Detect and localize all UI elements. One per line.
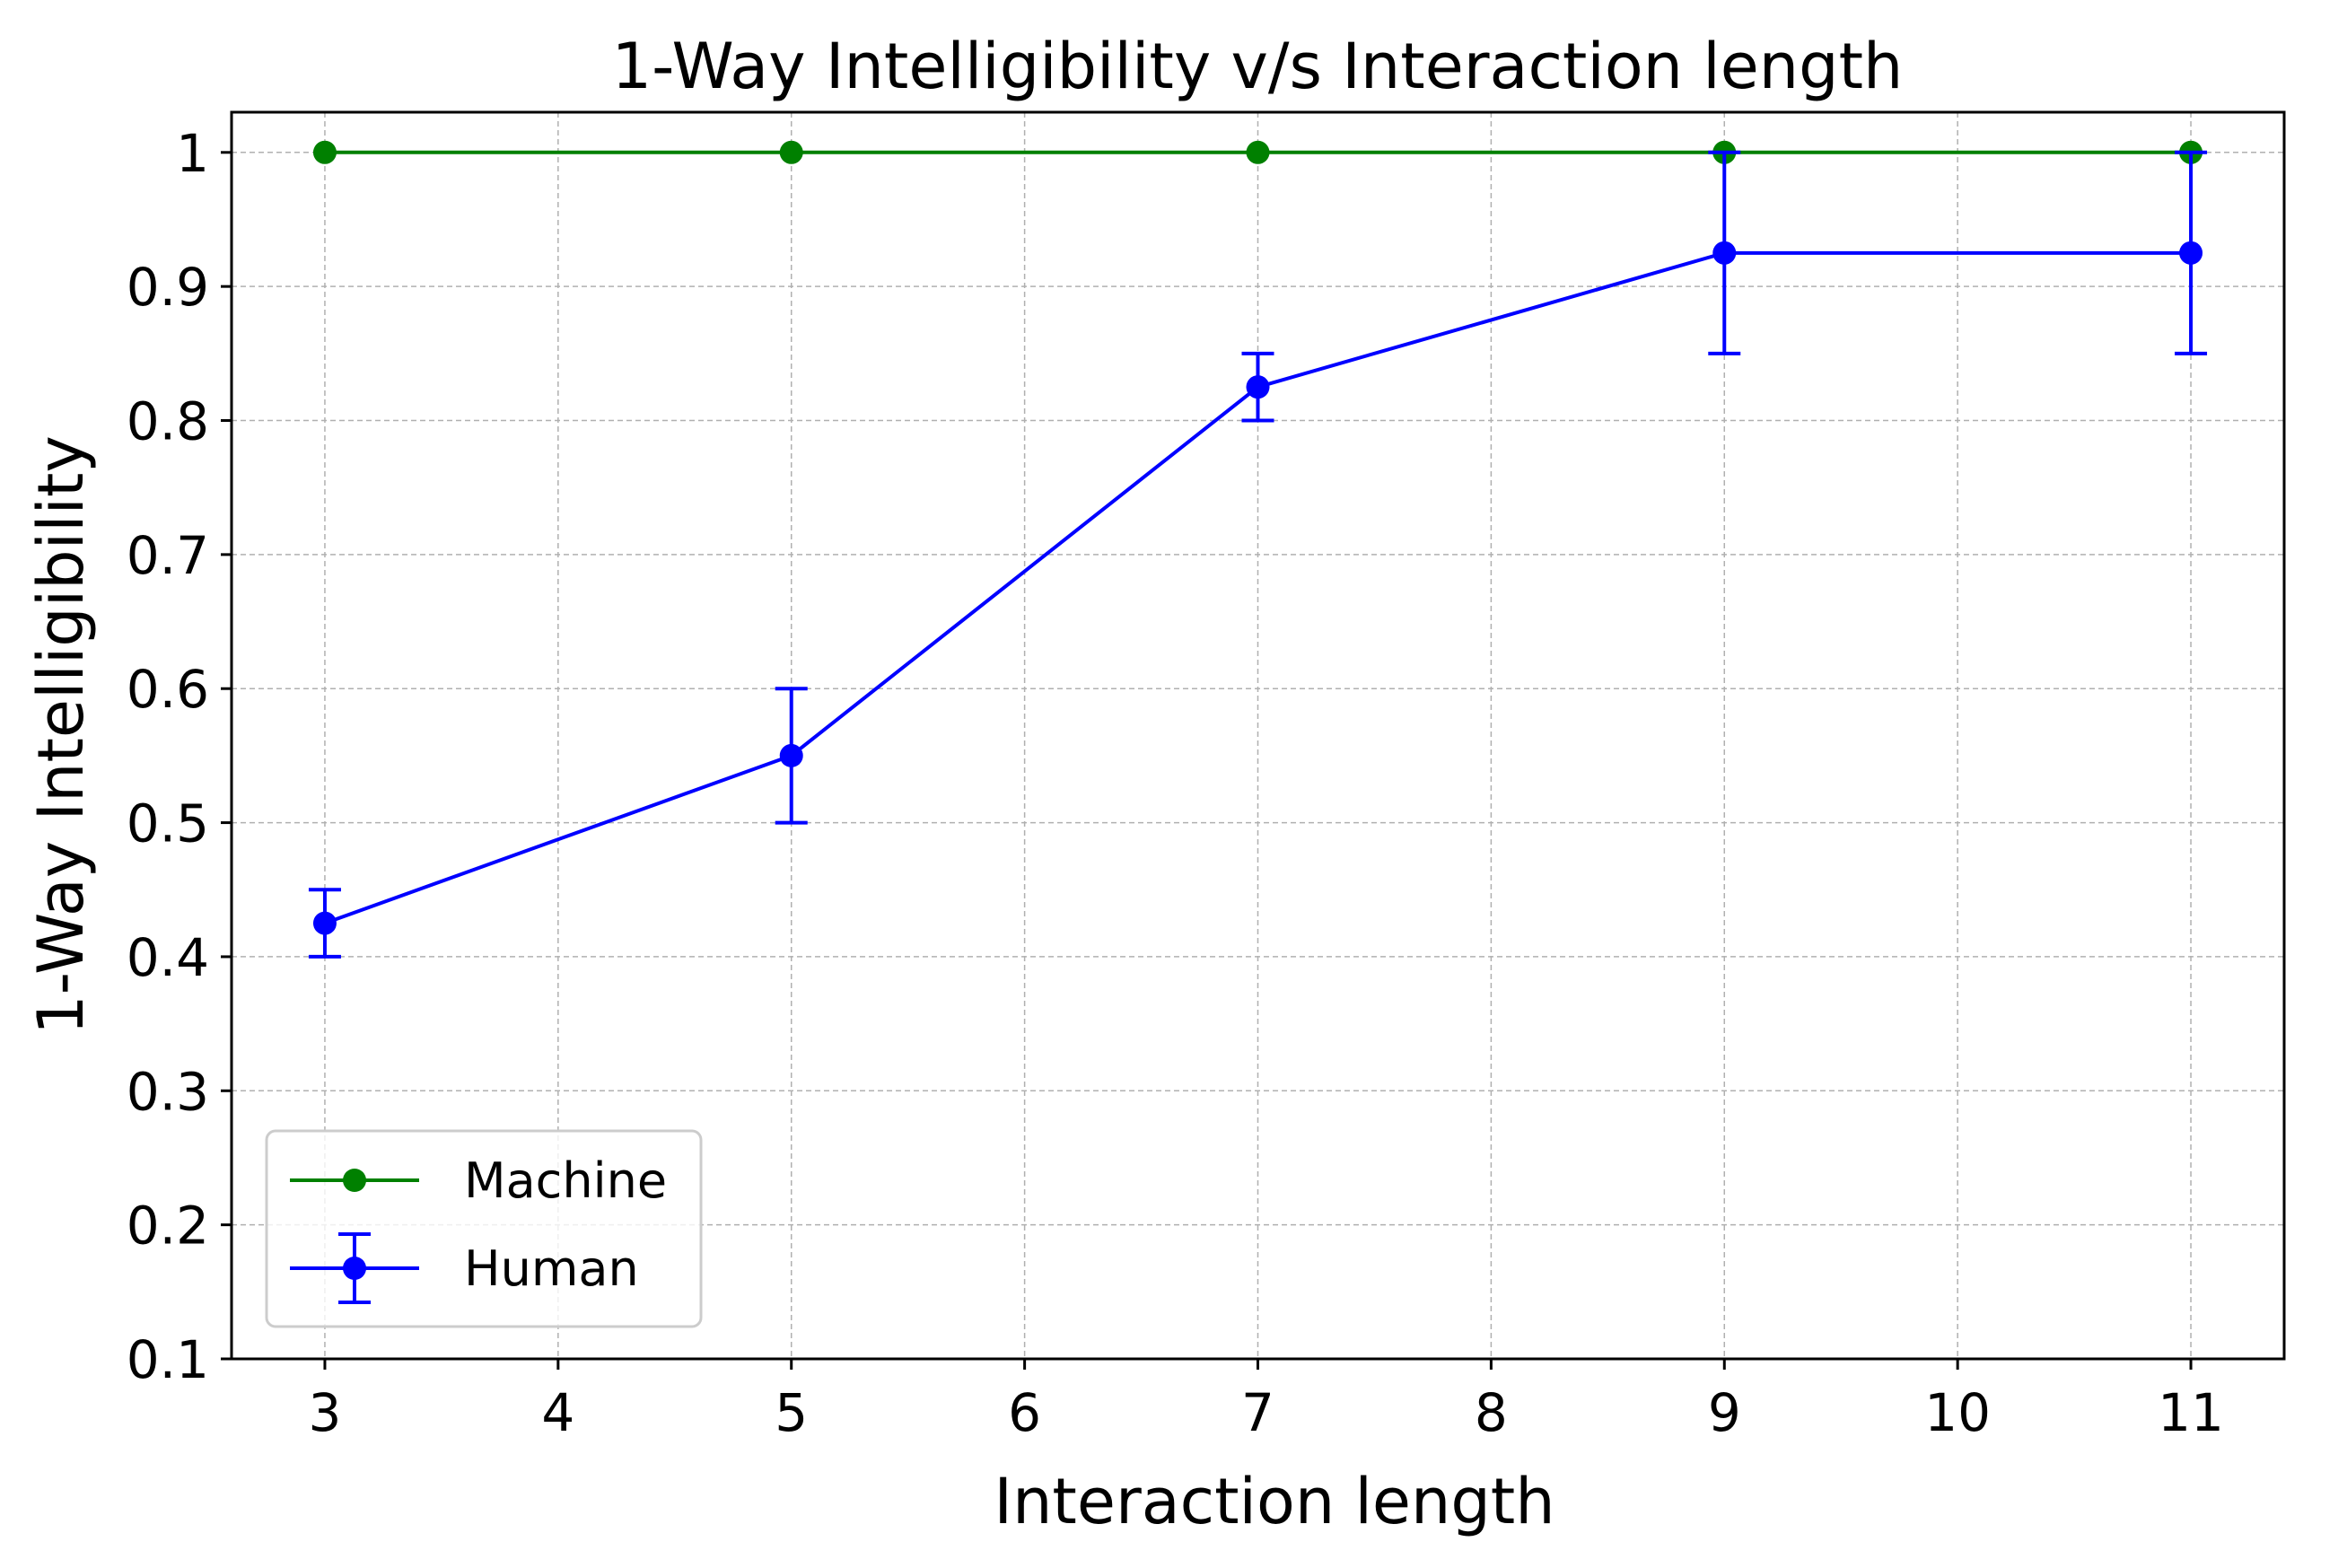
data-point-human [1246,375,1270,399]
data-point-machine [1246,140,1270,164]
x-axis-label: Interaction length [994,1465,1554,1538]
chart-title: 1-Way Intelligibility v/s Interaction le… [612,30,1904,103]
series-machine [312,140,2203,164]
y-tick-label: 0.1 [127,1329,209,1390]
x-tick-label: 11 [2158,1382,2224,1443]
legend-label-human: Human [464,1240,639,1297]
series-human [308,150,2208,959]
y-tick-label: 0.3 [127,1061,209,1122]
data-point-human [2179,241,2203,265]
legend-entry-human: Human [290,1232,639,1304]
y-axis-ticks: 0.1 0.2 0.3 0.4 0.5 0.6 0.7 0.8 0.9 1 [127,123,232,1390]
x-tick-label: 7 [1241,1382,1274,1443]
x-tick-label: 6 [1008,1382,1041,1443]
data-point-human [1712,241,1737,265]
data-point-human [779,743,803,767]
y-tick-label: 0.5 [127,793,209,854]
y-axis-label: 1-Way Intelligibility [24,435,98,1035]
y-tick-label: 0.4 [127,927,209,988]
x-tick-label: 9 [1708,1382,1741,1443]
x-axis-ticks: 3 4 5 6 7 8 9 10 11 [309,1359,2224,1443]
data-point-human [312,911,337,935]
legend-entry-machine: Machine [290,1152,667,1209]
data-point-machine [779,140,803,164]
y-tick-label: 0.2 [127,1196,209,1257]
data-point-machine [312,140,337,164]
legend-marker-machine [343,1169,366,1192]
series-layer [308,140,2208,959]
legend-label-machine: Machine [464,1152,667,1209]
y-tick-label: 1 [176,123,209,184]
y-tick-label: 0.9 [127,257,209,318]
x-tick-label: 4 [541,1382,574,1443]
y-tick-label: 0.8 [127,391,209,452]
y-tick-label: 0.7 [127,525,209,586]
x-tick-label: 5 [775,1382,808,1443]
legend: Machine Human [265,1129,703,1328]
legend-marker-human [343,1257,366,1280]
y-tick-label: 0.6 [127,659,209,720]
x-tick-label: 10 [1924,1382,1991,1443]
x-tick-label: 8 [1475,1382,1508,1443]
x-tick-label: 3 [309,1382,342,1443]
